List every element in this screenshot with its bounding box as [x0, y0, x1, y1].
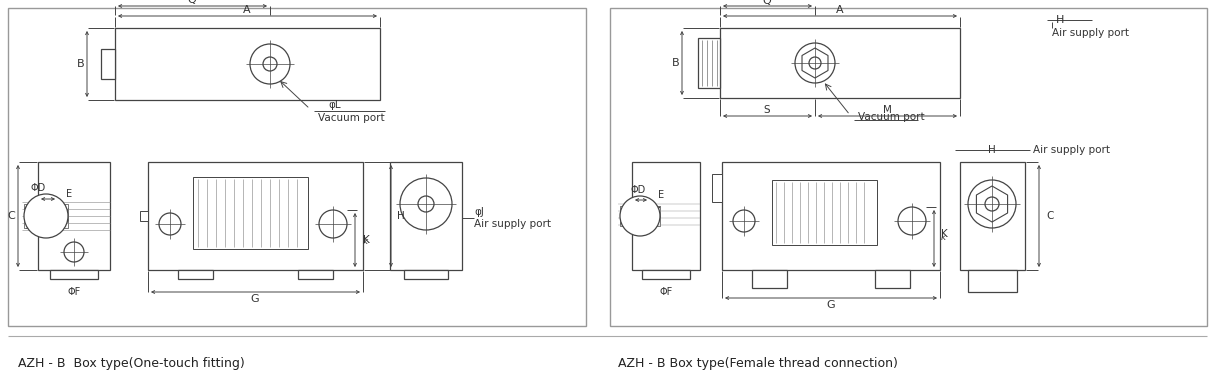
Text: Q: Q — [763, 0, 772, 6]
Text: G: G — [250, 294, 259, 304]
Circle shape — [898, 207, 926, 235]
Text: E: E — [66, 189, 72, 199]
Text: H: H — [397, 211, 405, 221]
Text: k: k — [363, 238, 368, 246]
Circle shape — [250, 44, 290, 84]
Text: ΦD: ΦD — [631, 185, 645, 195]
Bar — [9, 8, 586, 326]
Text: Air supply port: Air supply port — [1033, 145, 1111, 155]
Circle shape — [24, 194, 68, 238]
Text: K: K — [940, 229, 948, 239]
Text: k: k — [940, 233, 946, 241]
Bar — [50, 270, 98, 279]
Text: Air supply port: Air supply port — [1052, 28, 1129, 38]
Circle shape — [64, 242, 84, 262]
Circle shape — [795, 43, 835, 83]
Bar — [632, 162, 700, 270]
Bar — [620, 206, 660, 226]
Text: B: B — [672, 58, 680, 68]
Text: B: B — [78, 59, 85, 69]
Bar — [115, 28, 380, 100]
Circle shape — [985, 197, 999, 211]
Bar — [610, 8, 1206, 326]
Text: E: E — [659, 190, 665, 200]
Bar — [772, 180, 877, 245]
Bar — [298, 270, 333, 279]
Text: S: S — [764, 105, 770, 115]
Text: A: A — [243, 5, 250, 15]
Bar — [405, 270, 448, 279]
Bar — [193, 177, 307, 249]
Bar — [712, 174, 722, 202]
Text: H: H — [1056, 15, 1064, 25]
Circle shape — [620, 196, 660, 236]
Text: K: K — [363, 235, 369, 245]
Bar — [390, 162, 462, 270]
Bar — [140, 211, 148, 221]
Bar — [101, 49, 115, 79]
Text: H: H — [988, 145, 996, 155]
Text: ΦF: ΦF — [67, 287, 80, 297]
Text: A: A — [836, 5, 843, 15]
Circle shape — [809, 57, 821, 69]
Text: C: C — [7, 211, 15, 221]
Bar — [38, 162, 111, 270]
Text: AZH - B  Box type(One-touch fitting): AZH - B Box type(One-touch fitting) — [18, 358, 244, 371]
Circle shape — [262, 57, 277, 71]
Bar — [720, 28, 960, 98]
Text: ΦD: ΦD — [30, 183, 46, 193]
Text: M: M — [882, 105, 892, 115]
Text: C: C — [1046, 211, 1053, 221]
Bar — [752, 270, 787, 288]
Bar — [24, 204, 68, 228]
Text: ΦF: ΦF — [660, 287, 673, 297]
Bar — [642, 270, 690, 279]
Bar — [179, 270, 213, 279]
Bar — [968, 270, 1017, 292]
Circle shape — [733, 210, 755, 232]
Circle shape — [418, 196, 434, 212]
Circle shape — [968, 180, 1016, 228]
Text: AZH - B Box type(Female thread connection): AZH - B Box type(Female thread connectio… — [618, 358, 898, 371]
Bar — [722, 162, 940, 270]
Text: Vacuum port: Vacuum port — [858, 112, 925, 122]
Bar — [148, 162, 363, 270]
Circle shape — [400, 178, 452, 230]
Bar — [960, 162, 1025, 270]
Text: G: G — [826, 300, 836, 310]
Circle shape — [159, 213, 181, 235]
Bar — [875, 270, 910, 288]
Text: Vacuum port: Vacuum port — [318, 113, 385, 123]
Bar — [697, 38, 720, 88]
Text: Air supply port: Air supply port — [474, 219, 550, 229]
Circle shape — [320, 210, 347, 238]
Text: φL: φL — [328, 100, 340, 110]
Text: Q: Q — [187, 0, 197, 5]
Text: φJ: φJ — [474, 207, 484, 217]
